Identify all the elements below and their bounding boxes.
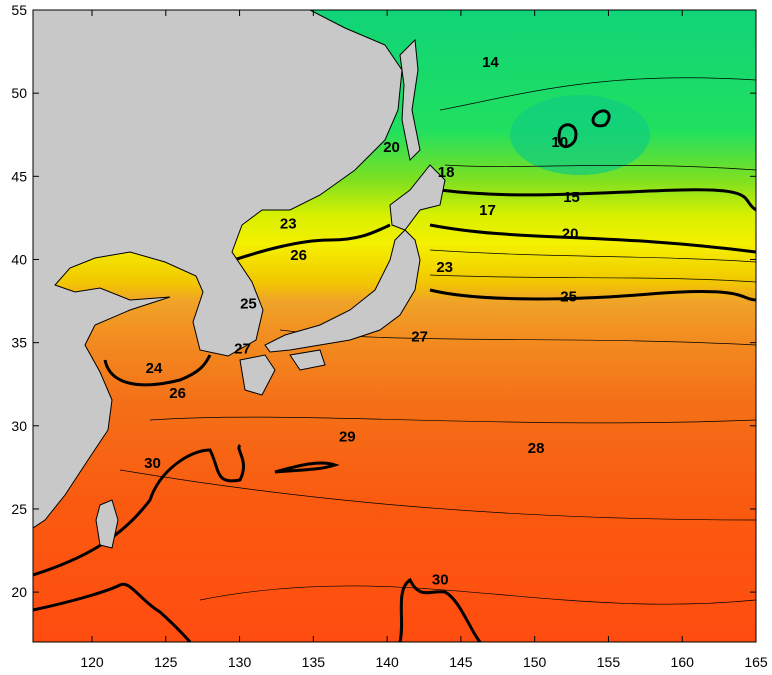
contour-label: 23: [280, 216, 297, 233]
x-tick-label: 120: [80, 654, 104, 670]
x-tick-label: 130: [228, 654, 252, 670]
contour-26: [204, 223, 391, 272]
y-tick-label: 45: [11, 168, 27, 184]
contour-label: 23: [436, 259, 453, 276]
y-tick-label: 35: [11, 335, 27, 351]
contour-label: 20: [562, 225, 579, 242]
contour-25: [429, 288, 756, 302]
contour-label: 24: [146, 360, 163, 377]
contour-label: 14: [482, 54, 499, 71]
x-tick-label: 125: [154, 654, 178, 670]
contour-label: 26: [290, 247, 307, 264]
hokkaido: [389, 164, 446, 231]
y-tick-label: 55: [11, 2, 27, 18]
contour-label: 15: [563, 189, 580, 206]
contour-24: [103, 354, 212, 387]
contour-label: 17: [479, 202, 496, 219]
x-tick-label: 160: [671, 654, 695, 670]
y-tick-label: 40: [11, 251, 27, 267]
mainland-asia: [33, 10, 403, 529]
contour-label: 29: [339, 428, 356, 445]
contour-label: 27: [411, 329, 428, 346]
contour-label: 26: [169, 385, 186, 402]
contour-label: 20: [383, 139, 400, 156]
contour-20: [429, 223, 756, 254]
kyushu: [239, 354, 276, 396]
contour-label: 10: [551, 134, 568, 151]
x-tick-label: 165: [744, 654, 768, 670]
shikoku: [289, 349, 326, 371]
contour-15: [439, 188, 756, 212]
sakhalin: [399, 38, 421, 162]
contour-30: [33, 443, 482, 642]
map-frame: [32, 9, 757, 643]
contour-label: 18: [438, 164, 455, 181]
axes: 120 125 130 135 140 145 150 155 160 165 20 25 30 35 40…: [11, 2, 767, 670]
x-tick-label: 140: [375, 654, 399, 670]
map-area: 14 10 20 18 15 17 20 23 26 23 25 25 27 27 24 26 29 28 30 30: [33, 10, 756, 642]
x-tick-label: 145: [449, 654, 473, 670]
contour-label: 28: [528, 440, 545, 457]
contour-label: 30: [432, 571, 449, 588]
y-tick-label: 20: [11, 584, 27, 600]
x-tick-label: 155: [597, 654, 621, 670]
x-tick-label: 135: [302, 654, 326, 670]
honshu: [264, 229, 421, 353]
x-tick-label: 150: [523, 654, 547, 670]
cold-core: [510, 95, 650, 175]
contour-labels: 14 10 20 18 15 17 20 23 26 23 25 25 27 27 24 26 29 28 30 30: [144, 54, 580, 588]
contour-label: 30: [144, 455, 161, 472]
contour-label: 25: [560, 289, 577, 306]
y-tick-label: 50: [11, 85, 27, 101]
contour-label: 25: [240, 295, 257, 312]
y-tick-label: 30: [11, 418, 27, 434]
taiwan: [95, 499, 119, 549]
contour-10: [557, 109, 611, 148]
thin-contours: [119, 77, 756, 605]
contour-label: 27: [234, 340, 251, 357]
y-tick-label: 25: [11, 501, 27, 517]
